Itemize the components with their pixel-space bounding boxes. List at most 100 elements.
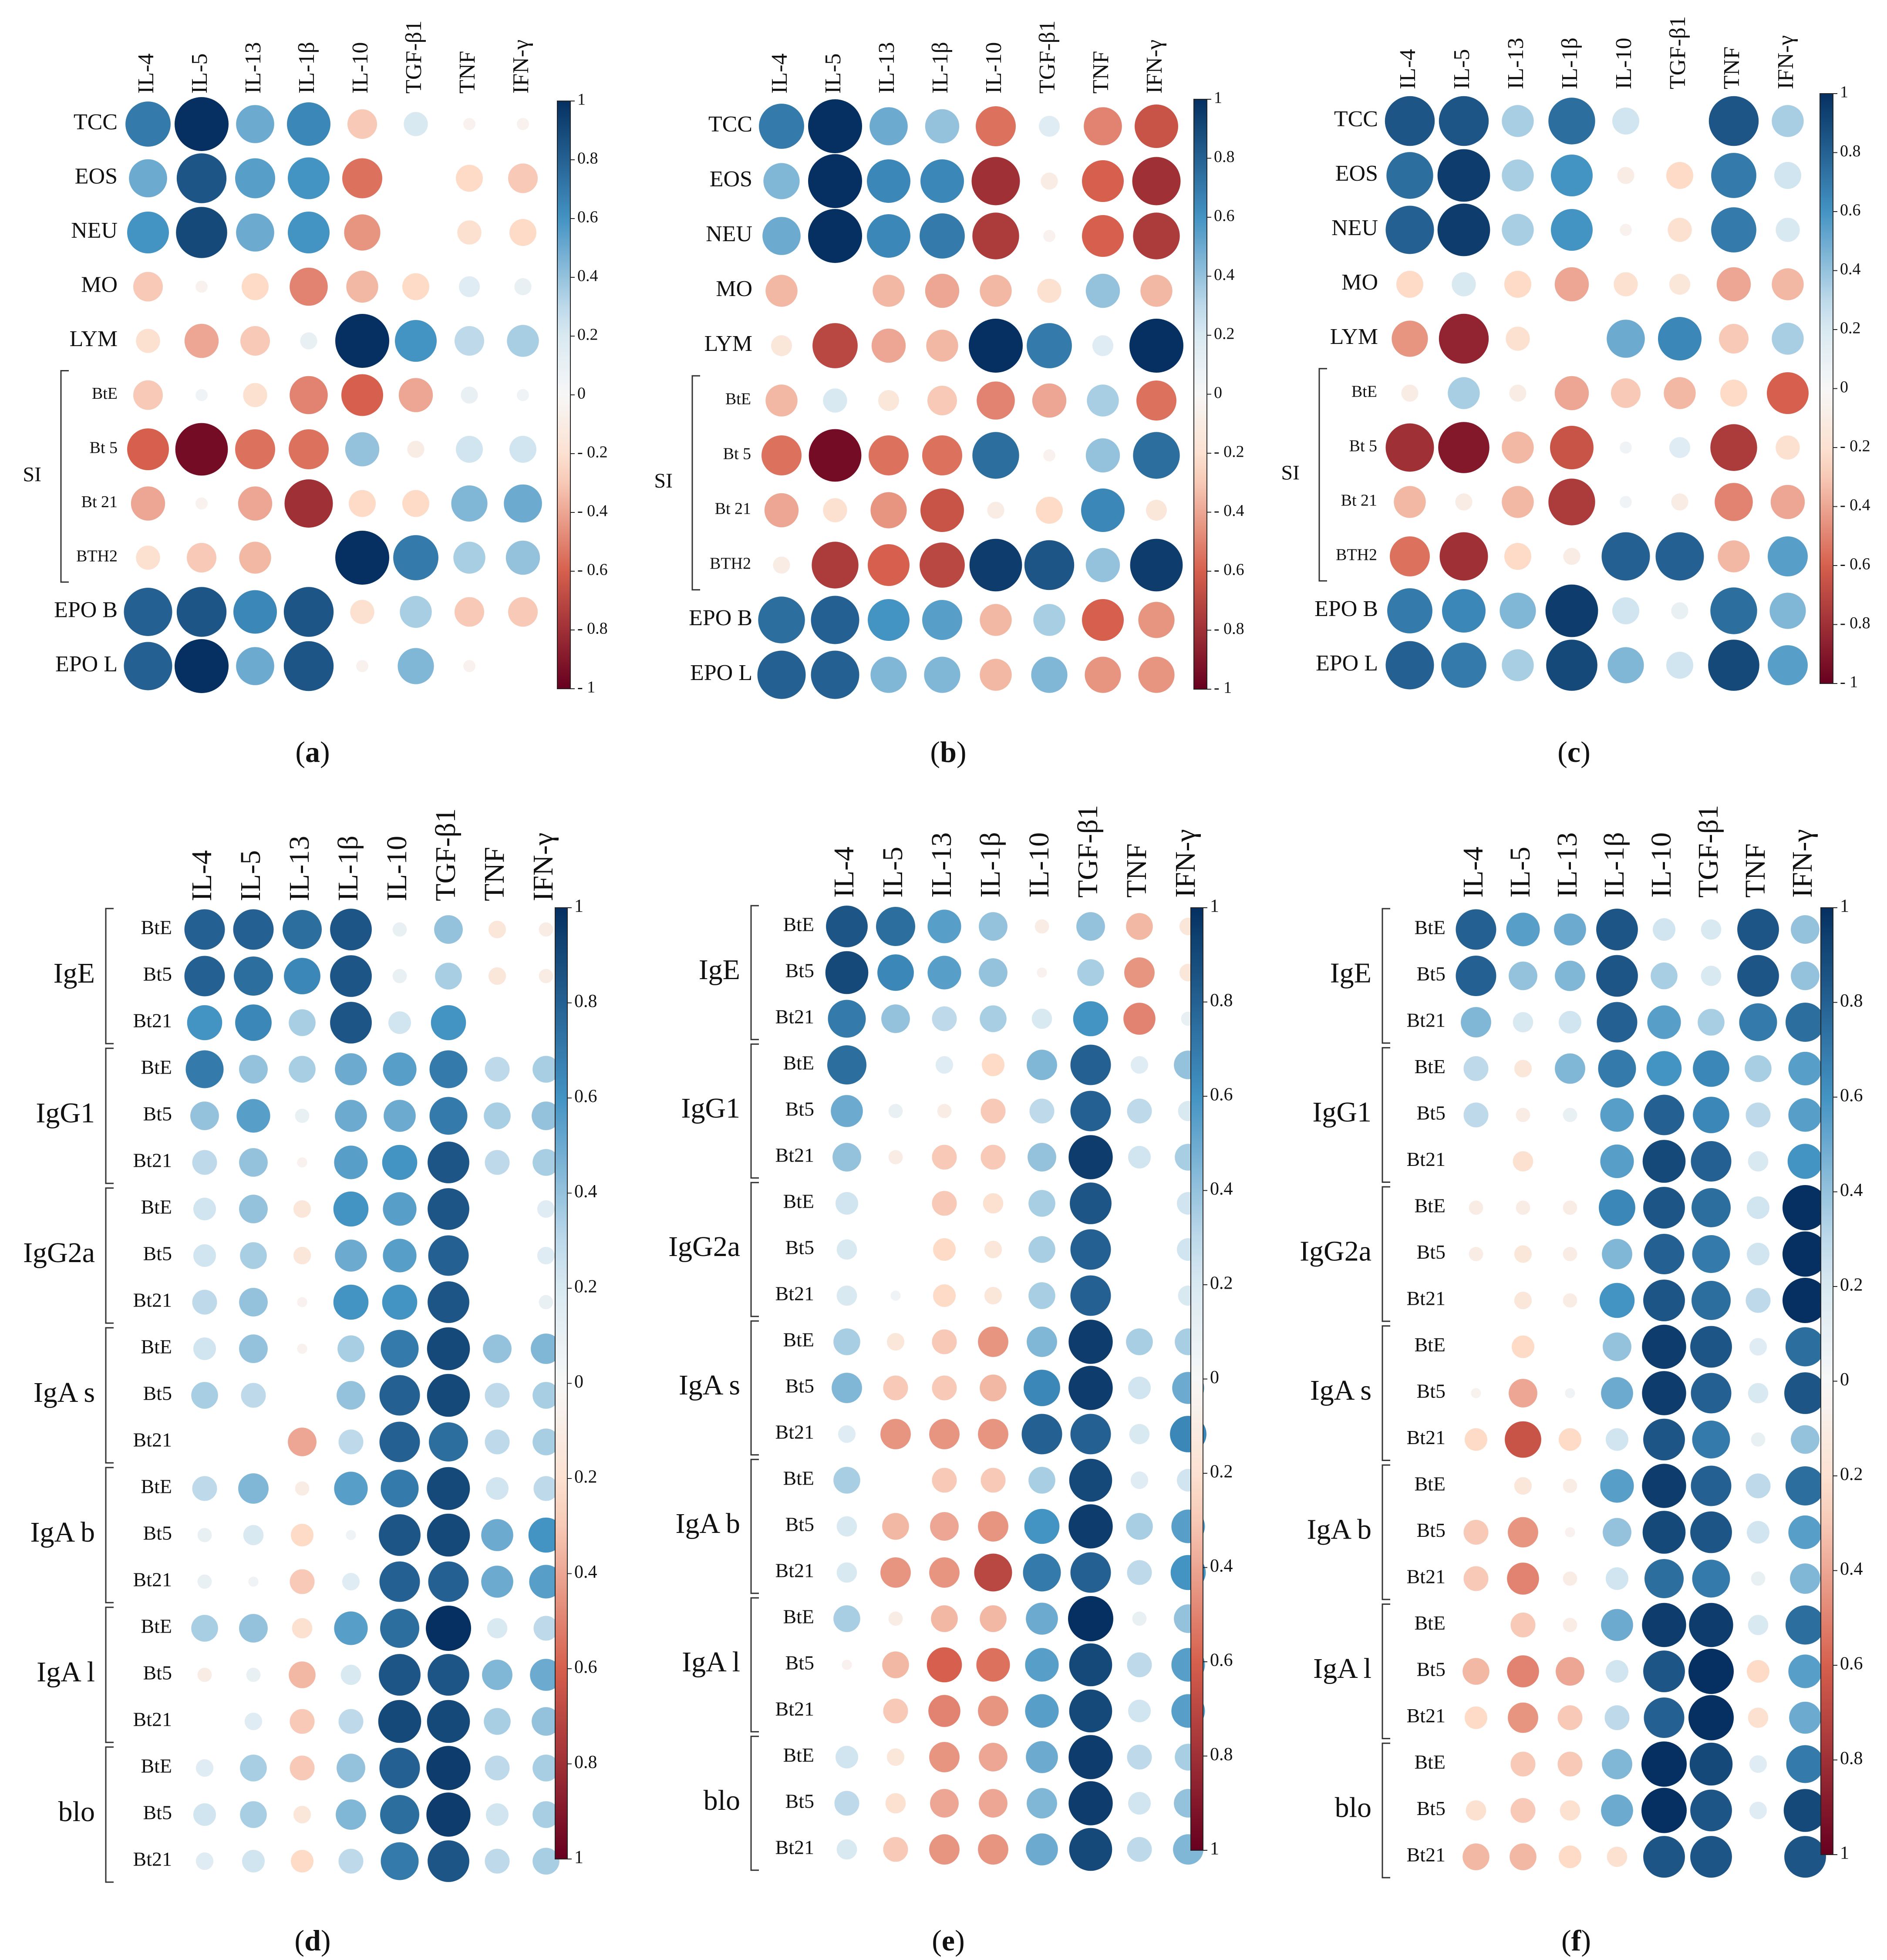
- row-label: BtE: [1414, 1334, 1446, 1356]
- group-bracket: [750, 1182, 759, 1317]
- correlation-dot: [878, 390, 899, 411]
- correlation-dot: [192, 1150, 217, 1175]
- correlation-dot: [388, 1011, 411, 1034]
- row-label: BtE: [1414, 916, 1446, 939]
- correlation-dot: [195, 497, 208, 510]
- correlation-dot: [833, 1605, 860, 1632]
- colorbar-tick-label: 0.2: [1840, 1275, 1863, 1295]
- correlation-dot: [808, 154, 862, 208]
- correlation-dot: [1385, 96, 1435, 146]
- column-label: IL-10: [1023, 832, 1055, 898]
- correlation-dot: [197, 1667, 212, 1682]
- correlation-dot: [868, 544, 910, 586]
- column-label: IL-10: [381, 836, 413, 901]
- correlation-dot: [336, 1799, 366, 1830]
- correlation-dot: [1023, 1553, 1061, 1592]
- correlation-dot: [1701, 919, 1722, 940]
- correlation-dot: [867, 214, 910, 258]
- correlation-dot: [1070, 1091, 1111, 1132]
- correlation-dot: [289, 1056, 316, 1083]
- correlation-dot: [1748, 1383, 1769, 1404]
- colorbar-tick-label: 0.4: [1840, 260, 1861, 278]
- correlation-dot: [532, 1428, 559, 1455]
- group-label: IgA b: [30, 1516, 95, 1548]
- correlation-dot: [1469, 1200, 1483, 1215]
- correlation-dot: [932, 1329, 957, 1354]
- colorbar-tick-label: 0.6: [574, 1657, 597, 1677]
- correlation-dot: [1550, 426, 1594, 469]
- row-label: BtE: [783, 1190, 814, 1212]
- correlation-dot: [1786, 1003, 1825, 1042]
- correlation-dot: [297, 1297, 307, 1307]
- correlation-dot: [1130, 1056, 1149, 1074]
- column-label: IL-1β: [1598, 832, 1630, 898]
- row-label: BtE: [141, 1755, 172, 1777]
- correlation-dot: [880, 1557, 911, 1588]
- row-label: BTH2: [1336, 546, 1377, 564]
- correlation-dot: [928, 1695, 960, 1727]
- correlation-dot: [1617, 167, 1634, 184]
- correlation-dot: [341, 374, 383, 416]
- colorbar-tick-label: 0.2: [574, 1277, 597, 1297]
- correlation-dot: [922, 600, 962, 640]
- correlation-dot: [1783, 1185, 1828, 1230]
- correlation-dot: [927, 909, 961, 943]
- correlation-dot: [1718, 540, 1750, 573]
- correlation-dot: [1784, 1372, 1826, 1414]
- correlation-dot: [1787, 1144, 1823, 1179]
- correlation-dot: [1504, 271, 1531, 298]
- correlation-dot: [532, 1382, 559, 1409]
- correlation-dot: [1441, 643, 1486, 688]
- row-label: Bt21: [775, 1698, 814, 1720]
- correlation-dot: [485, 1849, 510, 1874]
- colorbar-tick-label: 0.6: [1840, 201, 1861, 219]
- correlation-dot: [176, 207, 227, 258]
- correlation-dot: [1668, 218, 1692, 242]
- panel-d: IL-4 IL-5 IL-13 IL-1β IL-10 TGF-β1 TNF IFN-γ IgE…: [23, 808, 597, 1957]
- column-label: IFN-γ: [509, 40, 533, 94]
- correlation-dot: [1642, 1603, 1686, 1647]
- row-label: BtE: [783, 1467, 814, 1489]
- correlation-dot: [1385, 641, 1434, 690]
- correlation-dot: [335, 1239, 367, 1272]
- correlation-dot: [517, 389, 529, 401]
- correlation-dot: [539, 969, 553, 983]
- correlation-dot: [1606, 1428, 1628, 1451]
- correlation-dot: [1708, 96, 1759, 146]
- correlation-dot: [1546, 640, 1597, 691]
- correlation-dot: [823, 388, 847, 413]
- correlation-dot: [1555, 1053, 1585, 1084]
- correlation-dot: [979, 1789, 1008, 1818]
- correlation-dot: [379, 1748, 420, 1788]
- correlation-dot: [1563, 1247, 1577, 1261]
- correlation-dot: [1026, 1603, 1058, 1635]
- colorbar-tick-label: - 0.6: [1214, 561, 1244, 579]
- correlation-dot: [125, 101, 171, 147]
- colorbar-tick-label: 0: [574, 1372, 583, 1392]
- correlation-dot: [974, 1553, 1012, 1592]
- correlation-dot: [193, 1244, 216, 1267]
- column-label: IL-13: [874, 42, 899, 94]
- correlation-dot: [935, 1056, 954, 1074]
- correlation-dot: [338, 1849, 364, 1874]
- row-label: Bt5: [785, 1236, 814, 1259]
- correlation-dot: [1128, 1377, 1151, 1399]
- correlation-dot: [922, 435, 962, 475]
- correlation-dot: [1442, 589, 1486, 633]
- row-label: LYM: [704, 331, 752, 356]
- correlation-dot: [1082, 215, 1124, 257]
- correlation-dot: [197, 1574, 212, 1589]
- correlation-dot: [933, 1284, 956, 1307]
- column-label: IL-4: [134, 54, 158, 94]
- correlation-dot: [838, 1425, 856, 1443]
- correlation-dot: [1790, 1563, 1820, 1594]
- correlation-dot: [428, 1561, 469, 1602]
- correlation-dot: [407, 441, 425, 458]
- correlation-dot: [532, 1755, 559, 1782]
- correlation-dot: [1768, 536, 1808, 576]
- column-label: TGF-β1: [430, 808, 462, 901]
- correlation-dot: [486, 1803, 509, 1826]
- correlation-dot: [335, 1100, 367, 1132]
- panel-f: IL-4 IL-5 IL-13 IL-1β IL-10 TGF-β1 TNF IFN-γ IgE…: [1300, 805, 1863, 1957]
- row-label: EPO B: [689, 606, 752, 630]
